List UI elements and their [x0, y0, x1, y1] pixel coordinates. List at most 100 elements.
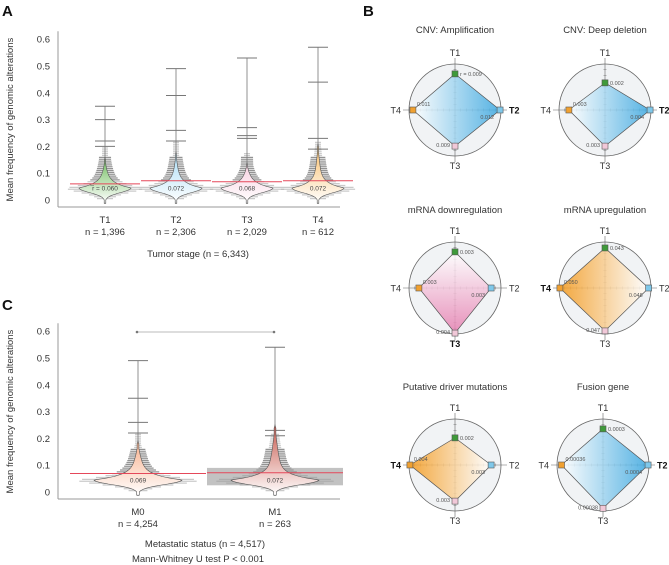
radar-marker-t4: [556, 284, 564, 292]
mean-label: ̅r = 0.060: [90, 184, 118, 192]
n-label: n = 4,254: [118, 519, 158, 530]
panel-label-b: B: [363, 3, 374, 20]
violin-body: [149, 151, 203, 204]
radar-marker-t3: [451, 329, 459, 337]
radar-axis-label-t3: T3: [450, 339, 461, 349]
y-tick-label: 0.1: [37, 169, 50, 180]
radar-marker-t1: [451, 70, 459, 78]
radar-axis-label-t1: T1: [450, 226, 461, 236]
significance-dot: [135, 330, 139, 334]
radar-marker-t3: [451, 142, 459, 150]
radar-axis-label-t4: T4: [390, 284, 401, 294]
radar-axis-label-t3: T3: [600, 161, 611, 171]
radar-value-label: 0.003: [471, 470, 485, 476]
n-label: n = 263: [259, 519, 291, 530]
radar-axis-label-t2: T2: [659, 106, 669, 116]
radar-value-label: 0.003: [471, 293, 485, 299]
radar-marker-t3: [451, 497, 459, 505]
radar-value-label: 0.047: [586, 328, 600, 334]
y-tick-label: 0.3: [37, 115, 50, 126]
radar-value-label: 0.012: [480, 115, 494, 121]
radar-cnv-amplification: CNV: Amplification r = 0.009 0.012 0.009 0.0…: [390, 25, 519, 171]
panel-label-a: A: [2, 3, 13, 20]
n-label: n = 2,306: [156, 227, 196, 238]
radar-value-label: 0.00036: [566, 457, 586, 463]
y-axis-label: Mean frequency of genomic alterations: [5, 38, 16, 202]
radar-marker-t2: [496, 106, 504, 114]
y-tick-label: 0.2: [37, 142, 50, 153]
radar-marker-t1: [451, 248, 459, 256]
y-tick-label: 0.2: [37, 434, 50, 445]
violin-t2: 0.072: [138, 68, 214, 205]
mean-label: 0.069: [130, 477, 147, 484]
radar-charts: CNV: Amplification r = 0.009 0.012 0.009 0.0…: [390, 25, 669, 526]
y-tick-label: 0.6: [37, 35, 50, 46]
radar-value-label: 0.004: [414, 457, 428, 463]
radar-mrna-upregulation: mRNA upregulation 0.043 0.048 0.047 0.050 T1 T…: [540, 205, 669, 349]
violin-body: [78, 157, 132, 204]
radar-cnv-deep-deletion: CNV: Deep deletion 0.002 0.004 0.003 0.003 T1…: [540, 25, 669, 171]
radar-axis-label-t1: T1: [600, 48, 611, 58]
radar-marker-t2: [487, 284, 495, 292]
radar-marker-t2: [487, 461, 495, 469]
x-axis-label: Metastatic status (n = 4,517): [145, 539, 265, 550]
violin-t3: 0.068: [209, 57, 285, 205]
radar-title: mRNA downregulation: [408, 205, 503, 216]
radar-axis-label-t2: T2: [657, 461, 668, 471]
y-tick-label: 0.4: [37, 88, 50, 99]
radar-axis-label-t4: T4: [540, 284, 551, 294]
n-label: n = 2,029: [227, 227, 267, 238]
n-label: n = 612: [302, 227, 334, 238]
radar-marker-t4: [406, 461, 414, 469]
radar-title: CNV: Amplification: [416, 25, 494, 36]
radar-marker-t1: [601, 244, 609, 252]
radar-marker-t4: [409, 106, 417, 114]
y-tick-label: 0.1: [37, 461, 50, 472]
category-label: T2: [170, 215, 181, 226]
radar-value-label: 0.003: [586, 143, 600, 149]
radar-axis-label-t4: T4: [538, 461, 549, 471]
radar-value-label: 0.004: [630, 115, 644, 121]
radar-axis-label-t3: T3: [600, 339, 611, 349]
radar-value-label: 0.0003: [608, 427, 625, 433]
radar-marker-t1: [599, 425, 607, 433]
radar-fusion-gene: Fusion gene 0.0003 0.0004 0.00038 0.00036 T1 T…: [538, 382, 667, 526]
radar-value-label: 0.011: [417, 102, 430, 108]
y-tick-label: 0.5: [37, 62, 50, 73]
radar-title: mRNA upregulation: [564, 205, 646, 216]
violin-body: [220, 162, 274, 204]
mean-label: 0.072: [267, 477, 284, 484]
radar-axis-label-t2: T2: [509, 461, 520, 471]
radar-marker-t4: [415, 284, 423, 292]
radar-value-label: 0.050: [564, 280, 578, 286]
violin-chart-metastatic-status: 0 0.1 0.2 0.3 0.4 0.5 0.6 Mean frequency of gen…: [5, 323, 343, 565]
radar-marker-t4: [565, 106, 573, 114]
radar-marker-t3: [599, 504, 607, 512]
y-tick-label: 0: [45, 196, 50, 207]
radar-title: Fusion gene: [577, 382, 629, 393]
mean-label: 0.072: [168, 185, 185, 192]
category-label: T4: [312, 215, 323, 226]
radar-value-label: 0.004: [436, 330, 450, 336]
radar-axis-label-t4: T4: [390, 106, 401, 116]
radar-marker-t2: [646, 106, 654, 114]
radar-axis-label-t1: T1: [600, 226, 611, 236]
test-label: Mann-Whitney U test P < 0.001: [132, 554, 264, 565]
radar-value-label: 0.048: [629, 293, 643, 299]
panel-label-c: C: [2, 297, 13, 314]
category-label: T1: [99, 215, 110, 226]
radar-value-label: 0.003: [460, 250, 474, 256]
y-tick-label: 0.5: [37, 354, 50, 365]
radar-marker-t2: [645, 284, 652, 292]
radar-value-label: 0.002: [460, 436, 474, 442]
radar-marker-t2: [644, 461, 652, 469]
category-label: M0: [131, 507, 144, 518]
n-label: n = 1,396: [85, 227, 125, 238]
radar-marker-t1: [451, 434, 459, 442]
radar-axis-label-t4: T4: [540, 106, 551, 116]
y-tick-label: 0.4: [37, 380, 50, 391]
radar-marker-t3: [601, 327, 609, 335]
radar-title: Putative driver mutations: [403, 382, 508, 393]
radar-axis-label-t2: T2: [509, 106, 520, 116]
violin-chart-tumor-stage: 0 0.1 0.2 0.3 0.4 0.5 0.6 Mean frequency of gen…: [5, 31, 356, 260]
